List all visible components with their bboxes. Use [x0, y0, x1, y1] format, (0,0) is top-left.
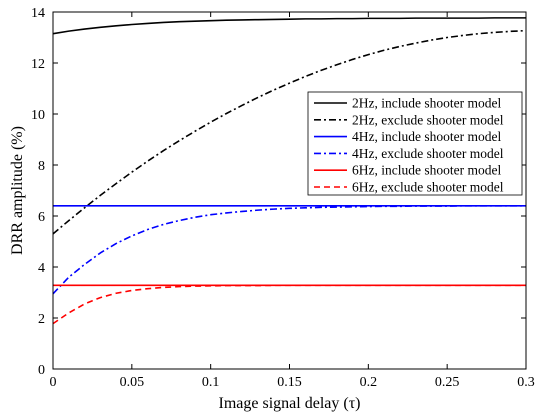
series-layer [52, 17, 527, 325]
y-tick-label: 6 [38, 210, 45, 225]
x-axis-title: Image signal delay (τ) [219, 395, 361, 412]
series-line-5 [52, 284, 526, 325]
y-axis-title: DRR amplitude (%) [9, 126, 26, 255]
x-tick-label: 0.05 [120, 375, 145, 390]
x-tick-label: 0.1 [202, 375, 220, 390]
legend-label-2: 4Hz, include shooter model [352, 129, 501, 144]
series-line-0 [52, 17, 526, 35]
series-line-3 [52, 205, 526, 295]
y-tick-label: 14 [31, 6, 45, 21]
y-tick-label: 10 [31, 108, 45, 123]
legend-label-3: 4Hz, exclude shooter model [352, 146, 504, 161]
legend-box [307, 91, 523, 196]
x-tick-label: 0.15 [277, 375, 302, 390]
y-tick-label: 0 [38, 363, 45, 378]
x-tick-label: 0.25 [435, 375, 460, 390]
x-tick-label: 0.2 [360, 375, 378, 390]
y-tick-label: 2 [38, 312, 45, 327]
x-tick-label: 0 [50, 375, 57, 390]
legend-label-0: 2Hz, include shooter model [352, 96, 501, 111]
y-tick-label: 8 [38, 159, 45, 174]
y-tick-label: 12 [31, 57, 45, 72]
y-tick-label: 4 [38, 261, 45, 276]
legend-label-4: 6Hz, include shooter model [352, 163, 501, 178]
series-line-1 [52, 29, 527, 235]
x-tick-label: 0.3 [517, 375, 535, 390]
legend-label-5: 6Hz, exclude shooter model [352, 180, 504, 195]
legend-label-1: 2Hz, exclude shooter model [352, 112, 504, 127]
tick-layer: 0 0.05 0.1 0.15 0.2 0.25 0.3 0 2 4 6 8 10 12 14 [31, 6, 535, 390]
